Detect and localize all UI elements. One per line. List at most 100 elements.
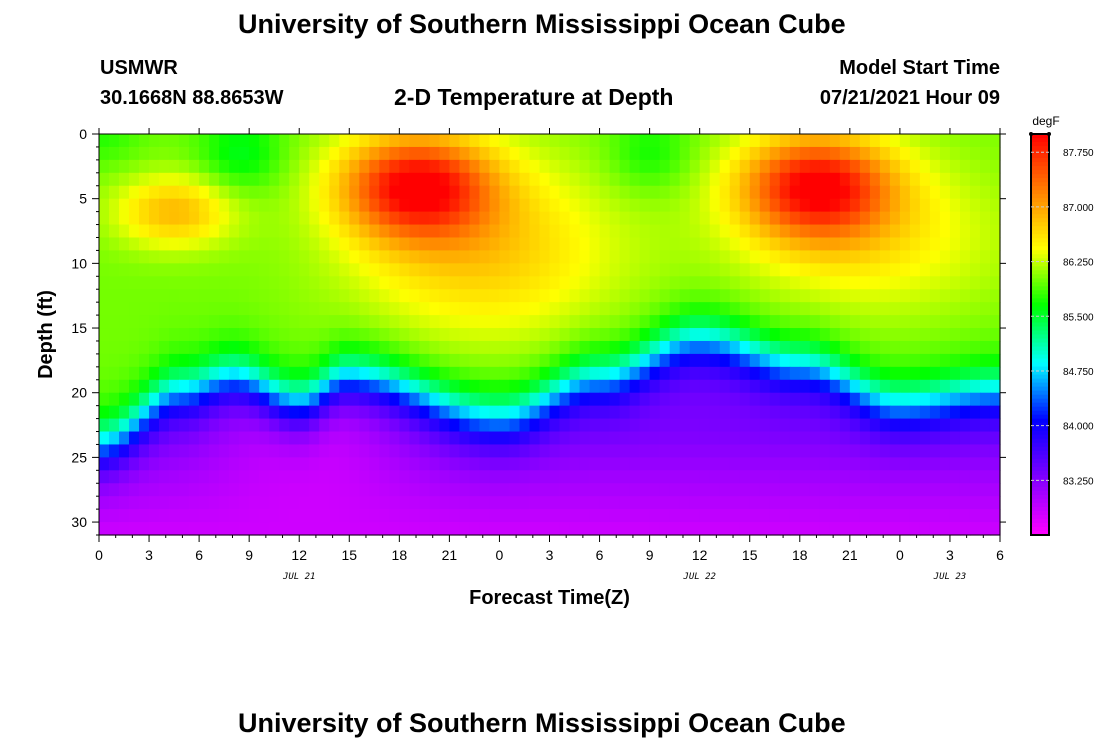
heatmap-cell (99, 431, 110, 446)
heatmap-cell (959, 250, 971, 264)
heatmap-cell (179, 431, 190, 446)
heatmap-cell (549, 302, 561, 316)
heatmap-cell (879, 366, 891, 381)
heatmap-cell (569, 379, 581, 394)
heatmap-cell (949, 302, 961, 316)
heatmap-cell (159, 392, 170, 407)
heatmap-cell (579, 146, 591, 161)
heatmap-cell (409, 250, 420, 264)
heatmap-cell (489, 483, 501, 497)
heatmap-cell (289, 431, 300, 446)
heatmap-cell (779, 483, 791, 497)
heatmap-cell (489, 237, 501, 252)
heatmap-cell (399, 379, 410, 394)
heatmap-cell (179, 211, 190, 226)
colorbar-tick-label: 85.500 (1063, 312, 1094, 323)
heatmap-cell (249, 392, 260, 407)
heatmap-cell (219, 198, 230, 213)
heatmap-cell (669, 237, 681, 252)
heatmap-cell (409, 379, 420, 394)
heatmap-cell (169, 146, 180, 161)
heatmap-cell (209, 198, 220, 213)
heatmap-cell (919, 353, 931, 368)
heatmap-cell (679, 392, 691, 407)
heatmap-cell (789, 509, 801, 523)
heatmap-cell (639, 134, 651, 148)
heatmap-cell (229, 224, 240, 239)
heatmap-cell (819, 496, 831, 510)
heatmap-cell (679, 172, 691, 187)
heatmap-cell (269, 198, 280, 213)
heatmap-cell (589, 496, 601, 510)
heatmap-cell (539, 237, 551, 252)
heatmap-cell (749, 483, 761, 497)
heatmap-cell (489, 146, 501, 161)
heatmap-cell (189, 509, 200, 523)
heatmap-cell (729, 392, 741, 407)
heatmap-cell (929, 185, 941, 200)
colorbar-segment (1031, 210, 1049, 215)
heatmap-cell (579, 496, 591, 510)
heatmap-cell (219, 302, 230, 316)
heatmap-cell (129, 366, 140, 381)
heatmap-cell (359, 509, 370, 523)
heatmap-cell (669, 379, 681, 394)
heatmap-cell (789, 250, 801, 264)
heatmap-cell (259, 353, 270, 368)
heatmap-cell (649, 263, 661, 277)
heatmap-cell (559, 289, 571, 303)
heatmap-cell (839, 250, 851, 264)
heatmap-cell (819, 522, 831, 536)
heatmap-cell (379, 405, 390, 420)
heatmap-cell (959, 185, 971, 200)
heatmap-cell (969, 250, 981, 264)
heatmap-cell (269, 431, 280, 446)
heatmap-cell (559, 444, 571, 458)
colorbar-segment (1031, 522, 1049, 528)
colorbar-segment (1031, 146, 1049, 151)
heatmap-cell (789, 172, 801, 187)
heatmap-cell (579, 289, 591, 303)
heatmap-cell (279, 496, 290, 510)
heatmap-cell (279, 418, 290, 433)
colorbar-segment (1031, 450, 1049, 456)
heatmap-cell (309, 340, 320, 355)
x-tick-label: 9 (245, 547, 253, 563)
heatmap-cell (699, 418, 711, 433)
heatmap-cell (599, 379, 611, 394)
heatmap-cell (289, 509, 300, 523)
heatmap-cell (989, 457, 1001, 471)
heatmap-cell (809, 483, 821, 497)
heatmap-cell (879, 224, 891, 239)
heatmap-cell (389, 496, 400, 510)
heatmap-cell (359, 224, 370, 239)
heatmap-cell (199, 496, 210, 510)
heatmap-cell (989, 431, 1001, 446)
heatmap-cell (479, 470, 491, 484)
heatmap-cell (809, 172, 821, 187)
heatmap-cell (749, 379, 761, 394)
heatmap-cell (539, 134, 551, 148)
heatmap-cell (209, 418, 220, 433)
heatmap-cell (969, 431, 981, 446)
heatmap-cell (909, 392, 921, 407)
heatmap-cell (979, 366, 991, 381)
colorbar-segment (1031, 246, 1049, 251)
heatmap-cell (959, 392, 971, 407)
heatmap-cell (629, 211, 641, 226)
heatmap-cell (309, 444, 320, 458)
heatmap-cell (279, 198, 290, 213)
heatmap-cell (579, 379, 591, 394)
heatmap-cell (859, 328, 871, 342)
heatmap-cell (739, 172, 751, 187)
heatmap-cell (269, 302, 280, 316)
heatmap-cell (189, 496, 200, 510)
heatmap-cell (919, 159, 931, 174)
heatmap-cell (749, 172, 761, 187)
heatmap-cell (479, 263, 491, 277)
heatmap-cell (339, 405, 350, 420)
heatmap-cell (649, 509, 661, 523)
heatmap-cell (889, 250, 901, 264)
heatmap-cell (129, 146, 140, 161)
heatmap-cell (179, 328, 190, 342)
